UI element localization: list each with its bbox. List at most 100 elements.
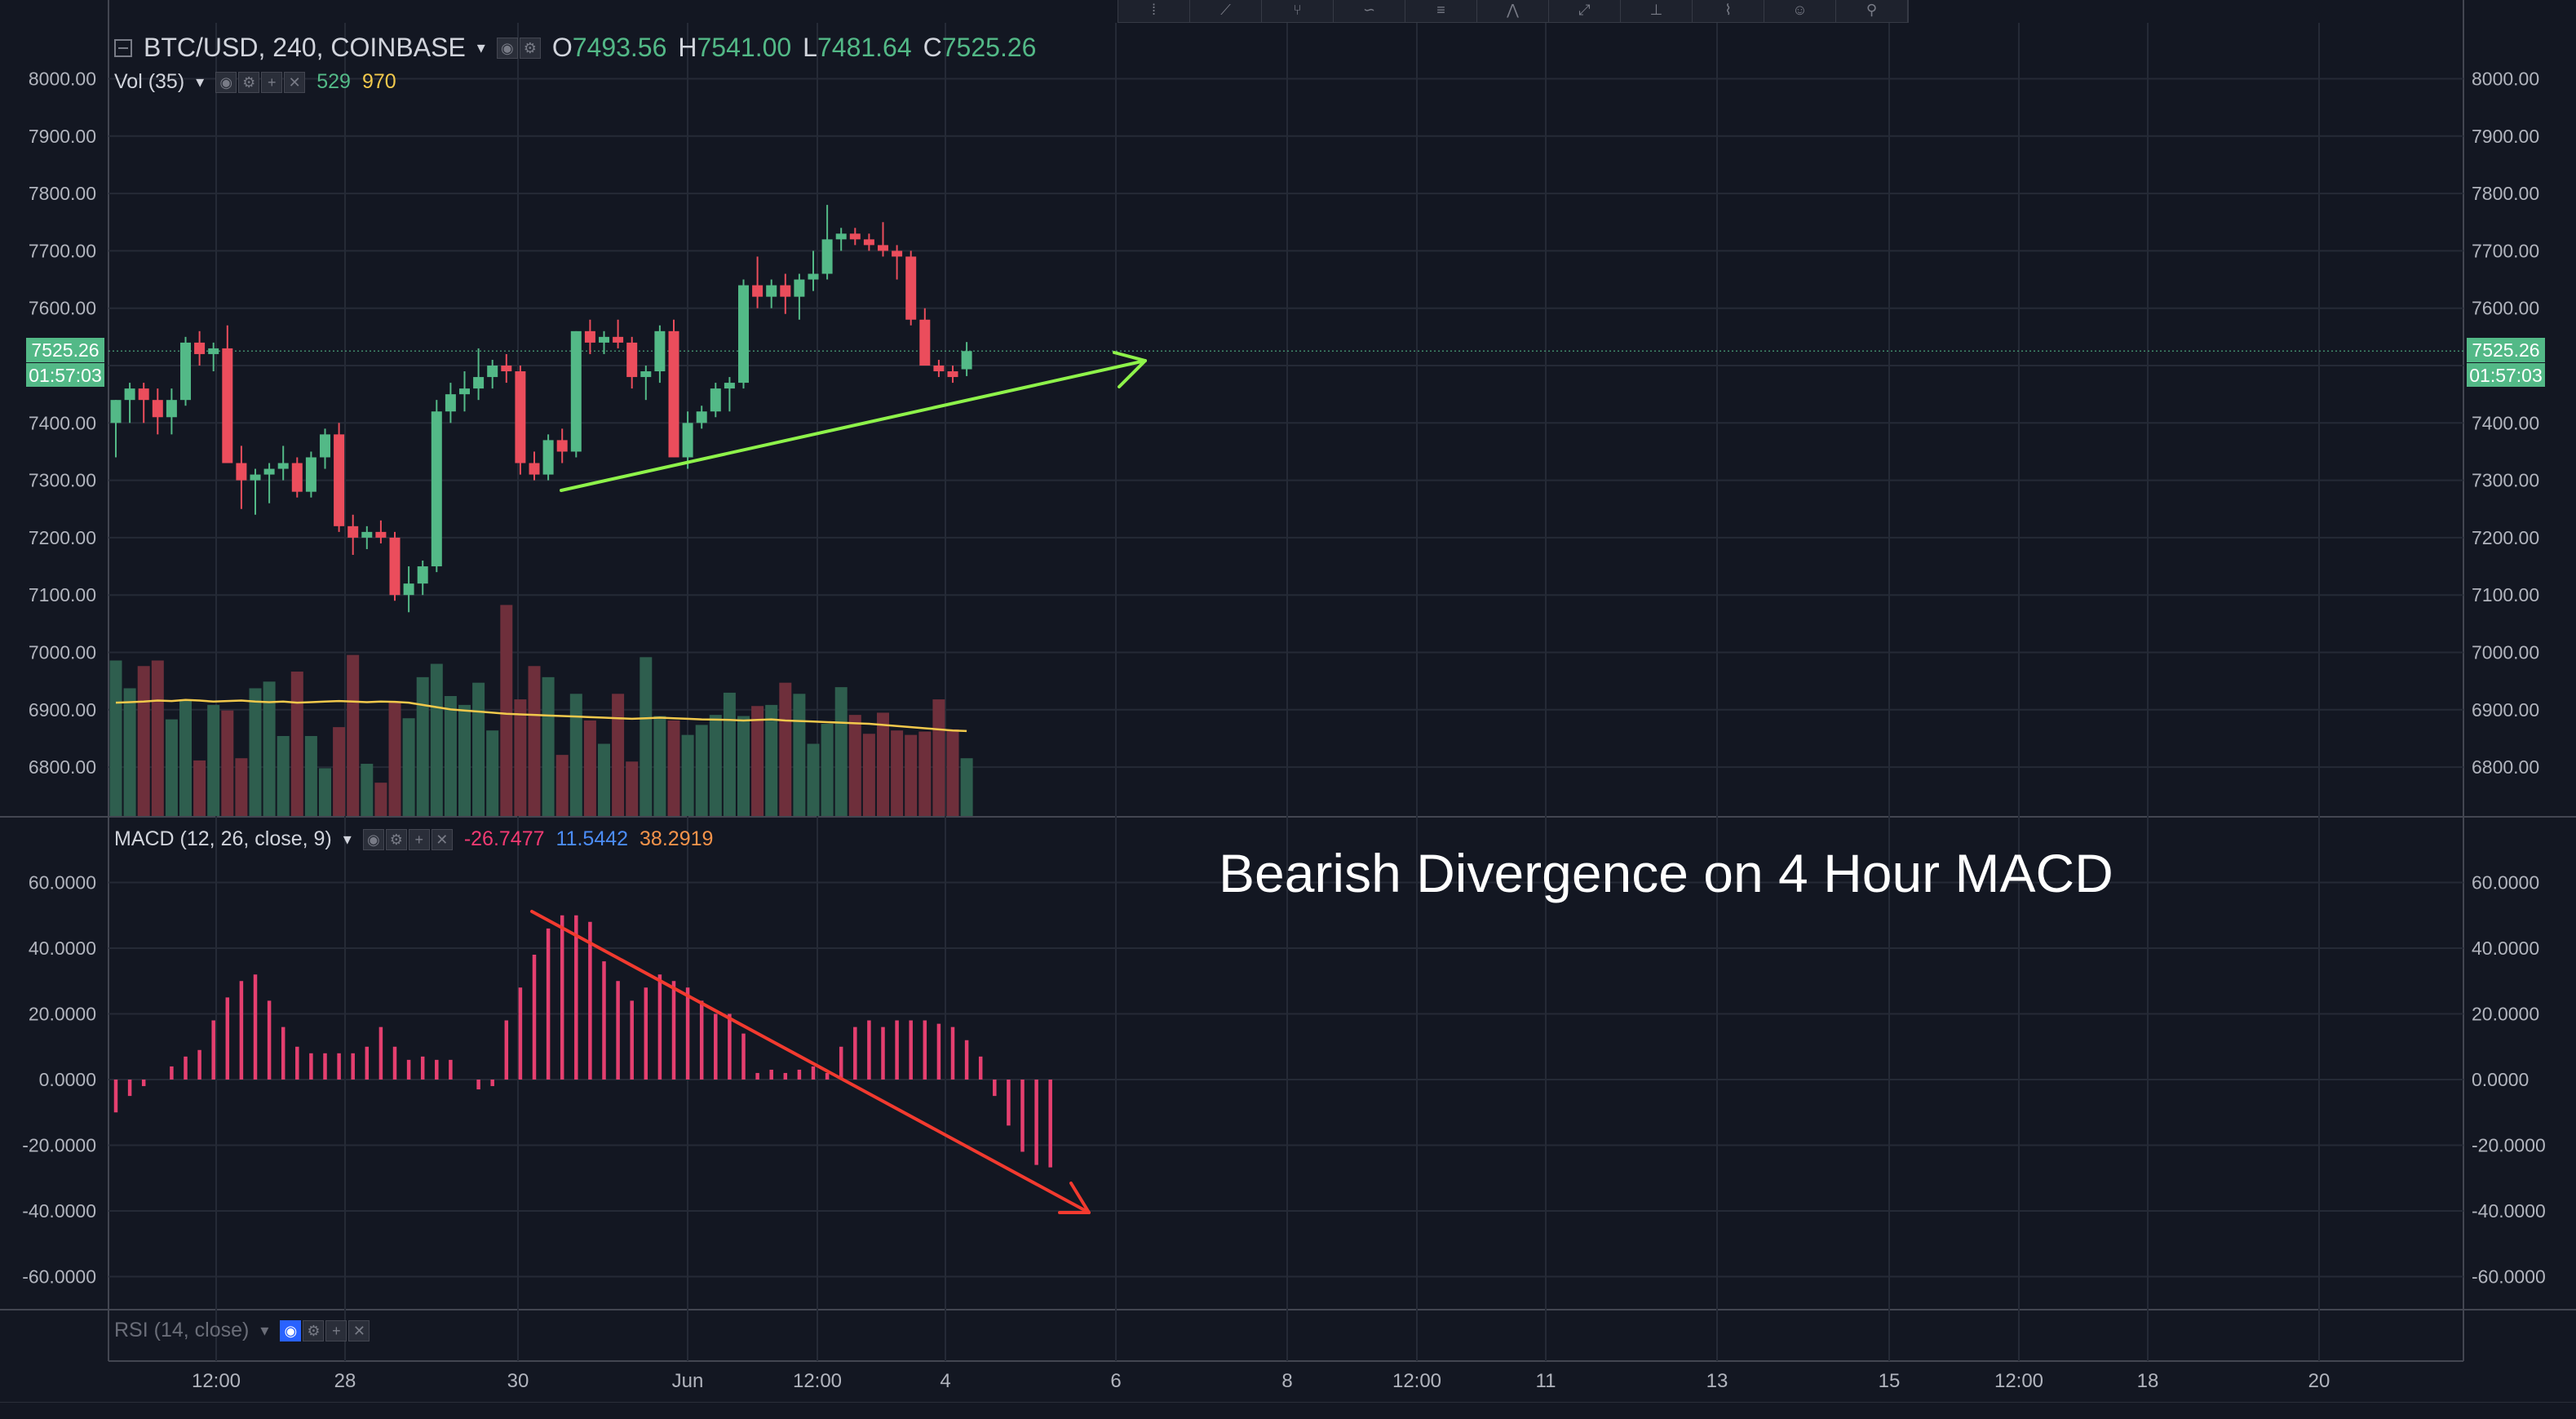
close-icon[interactable]: ✕ [431, 828, 453, 850]
pattern-tool-icon[interactable]: ⋀ [1477, 0, 1549, 22]
volume-bar [905, 734, 918, 816]
macd-tick-label-right: 0.0000 [2472, 1069, 2529, 1090]
macd-tick-label-left: -60.0000 [22, 1266, 96, 1288]
volume-bar [528, 666, 541, 816]
drawing-toolbar[interactable]: ⁞ ⟋ ⑂ ∽ ≡ ⋀ ⤢ ⊥ ⌇ ☺ ⚲ [1118, 0, 1909, 23]
measure-tool-icon[interactable]: ⌇ [1693, 0, 1764, 22]
time-tick-label: 20 [2308, 1370, 2330, 1392]
time-tick-label: 4 [940, 1370, 950, 1392]
zoom-tool-icon[interactable]: ⚲ [1836, 0, 1908, 22]
candle-body [542, 440, 554, 475]
volume-bar [793, 694, 806, 816]
add-icon[interactable]: + [261, 71, 283, 93]
volume-dropdown-icon[interactable]: ▾ [196, 73, 205, 91]
time-tick-label: 12:00 [793, 1370, 842, 1392]
volume-bar [109, 660, 122, 816]
macd-tick-label-left: 0.0000 [39, 1069, 96, 1090]
price-tick-label-right: 6900.00 [2472, 699, 2539, 721]
close-icon[interactable]: ✕ [284, 71, 306, 93]
add-icon[interactable]: + [325, 1319, 347, 1341]
volume-bar [807, 743, 820, 816]
volume-bar [137, 666, 150, 816]
icon-tool-icon[interactable]: ☺ [1764, 0, 1836, 22]
ohlc-low: L7481.64 [803, 33, 912, 62]
candle-body [124, 388, 135, 401]
volume-bar [444, 696, 457, 816]
brush-tool-icon[interactable]: ∽ [1334, 0, 1405, 22]
symbol-dropdown-icon[interactable]: ▾ [476, 39, 485, 57]
volume-bar [569, 694, 582, 816]
macd-dropdown-icon[interactable]: ▾ [343, 831, 352, 849]
volume-bar [862, 734, 875, 816]
text-tool-icon[interactable]: ≡ [1405, 0, 1477, 22]
volume-bar [221, 710, 234, 816]
time-tick-label: Jun [672, 1370, 704, 1392]
series-controls: ◉ ⚙ [496, 37, 541, 59]
collapse-icon[interactable] [114, 38, 132, 57]
volume-bar [486, 730, 499, 816]
visibility-icon[interactable]: ◉ [362, 828, 384, 850]
macd-line-value: 11.5442 [555, 827, 629, 850]
settings-icon[interactable]: ⚙ [238, 71, 260, 93]
candle-body [403, 583, 414, 596]
candle-body [431, 411, 442, 567]
candle-body [849, 233, 861, 240]
candle-body [599, 336, 609, 343]
time-tick-label: 12:00 [1994, 1370, 2043, 1392]
volume-bar [235, 758, 248, 816]
add-icon[interactable]: + [408, 828, 430, 850]
visibility-icon[interactable]: ◉ [496, 37, 518, 59]
price-tick-label-left: 7800.00 [29, 183, 96, 204]
candle-body [682, 423, 693, 458]
crosshair-tool-icon[interactable]: ⁞ [1118, 0, 1190, 22]
prediction-tool-icon[interactable]: ⤢ [1549, 0, 1621, 22]
price-tick-label-left: 7400.00 [29, 412, 96, 433]
countdown-value: 01:57:03 [2467, 362, 2545, 388]
pitchfork-tool-icon[interactable]: ⑂ [1262, 0, 1334, 22]
macd-label[interactable]: MACD (12, 26, close, 9) [114, 827, 332, 850]
time-tick-label: 28 [334, 1370, 356, 1392]
macd-tick-label-left: -20.0000 [22, 1135, 96, 1156]
candle-body [445, 394, 456, 412]
candle-body [696, 411, 707, 423]
candle-body [138, 388, 149, 401]
symbol-title[interactable]: BTC/USD, 240, COINBASE [144, 33, 466, 62]
settings-icon[interactable]: ⚙ [303, 1319, 325, 1341]
volume-controls: ◉ ⚙ + ✕ [215, 71, 306, 93]
candle-body [710, 388, 721, 412]
volume-label[interactable]: Vol (35) [114, 70, 185, 93]
volume-legend: Vol (35) ▾ ◉ ⚙ + ✕ 529 970 [114, 70, 396, 94]
candle-body [459, 388, 470, 395]
candle-body [417, 566, 428, 584]
macd-signal-value: 38.2919 [640, 827, 714, 850]
last-price-value: 7525.26 [2472, 339, 2540, 361]
settings-icon[interactable]: ⚙ [519, 37, 541, 59]
price-trendline [560, 359, 1147, 492]
candle-body [487, 366, 498, 378]
candle-body [905, 256, 917, 320]
volume-bar [667, 720, 680, 816]
candle-body [320, 434, 330, 458]
fib-tool-icon[interactable]: ⊥ [1621, 0, 1693, 22]
volume-bar [555, 755, 569, 816]
rsi-label[interactable]: RSI (14, close) [114, 1319, 250, 1341]
volume-value: 529 [316, 70, 351, 93]
time-tick-label: 18 [2137, 1370, 2159, 1392]
close-icon[interactable]: ✕ [348, 1319, 370, 1341]
rsi-dropdown-icon[interactable]: ▾ [260, 1322, 269, 1340]
ohlc-open: O7493.56 [551, 33, 667, 62]
time-tick-label: 30 [507, 1370, 529, 1392]
countdown-value: 01:57:03 [26, 362, 104, 388]
settings-icon[interactable]: ⚙ [385, 828, 407, 850]
price-tick-label-right: 7900.00 [2472, 126, 2539, 147]
trendline-tool-icon[interactable]: ⟋ [1190, 0, 1262, 22]
divergence-annotation-text[interactable]: Bearish Divergence on 4 Hour MACD [1219, 843, 2113, 903]
candle-body [933, 366, 945, 372]
hidden-eye-icon[interactable]: ◉ [280, 1319, 302, 1341]
volume-bar [514, 699, 527, 816]
visibility-icon[interactable]: ◉ [215, 71, 237, 93]
volume-bar [319, 768, 331, 816]
candle-body [263, 468, 275, 475]
